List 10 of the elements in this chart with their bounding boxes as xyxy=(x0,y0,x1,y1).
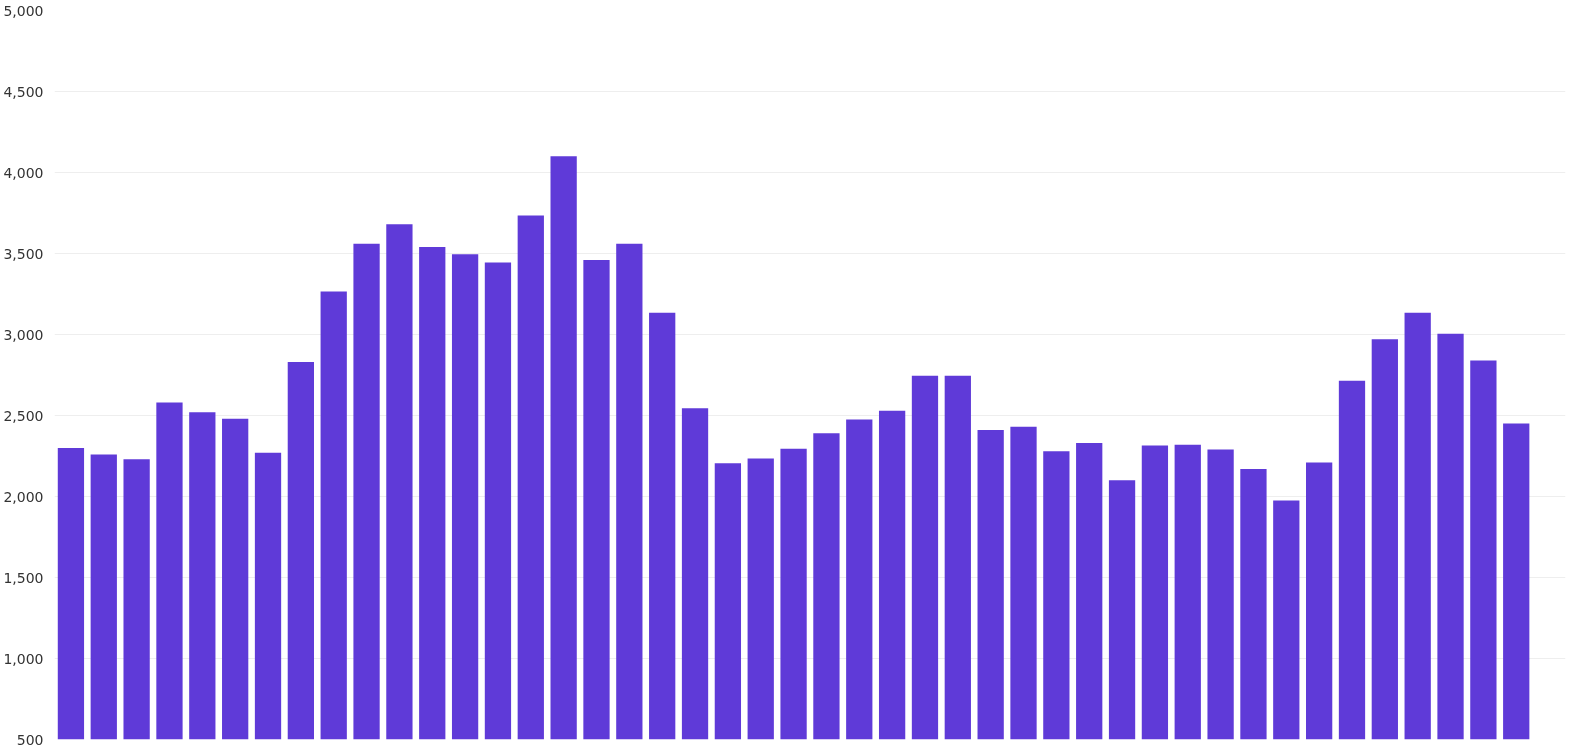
y-tick-label: 1,500 xyxy=(3,569,44,586)
y-tick-label: 2,000 xyxy=(3,488,44,505)
y-tick-label: 5,000 xyxy=(3,2,44,19)
y-tick-label: 4,000 xyxy=(3,164,44,181)
y-tick-label: 3,500 xyxy=(3,245,44,262)
y-tick-label: 1,000 xyxy=(3,650,44,667)
y-tick-label: 4,500 xyxy=(3,83,44,100)
y-tick-label: 2,500 xyxy=(3,407,44,424)
y-tick-label: 500 xyxy=(16,731,44,748)
y-tick-label: 3,000 xyxy=(3,326,44,343)
